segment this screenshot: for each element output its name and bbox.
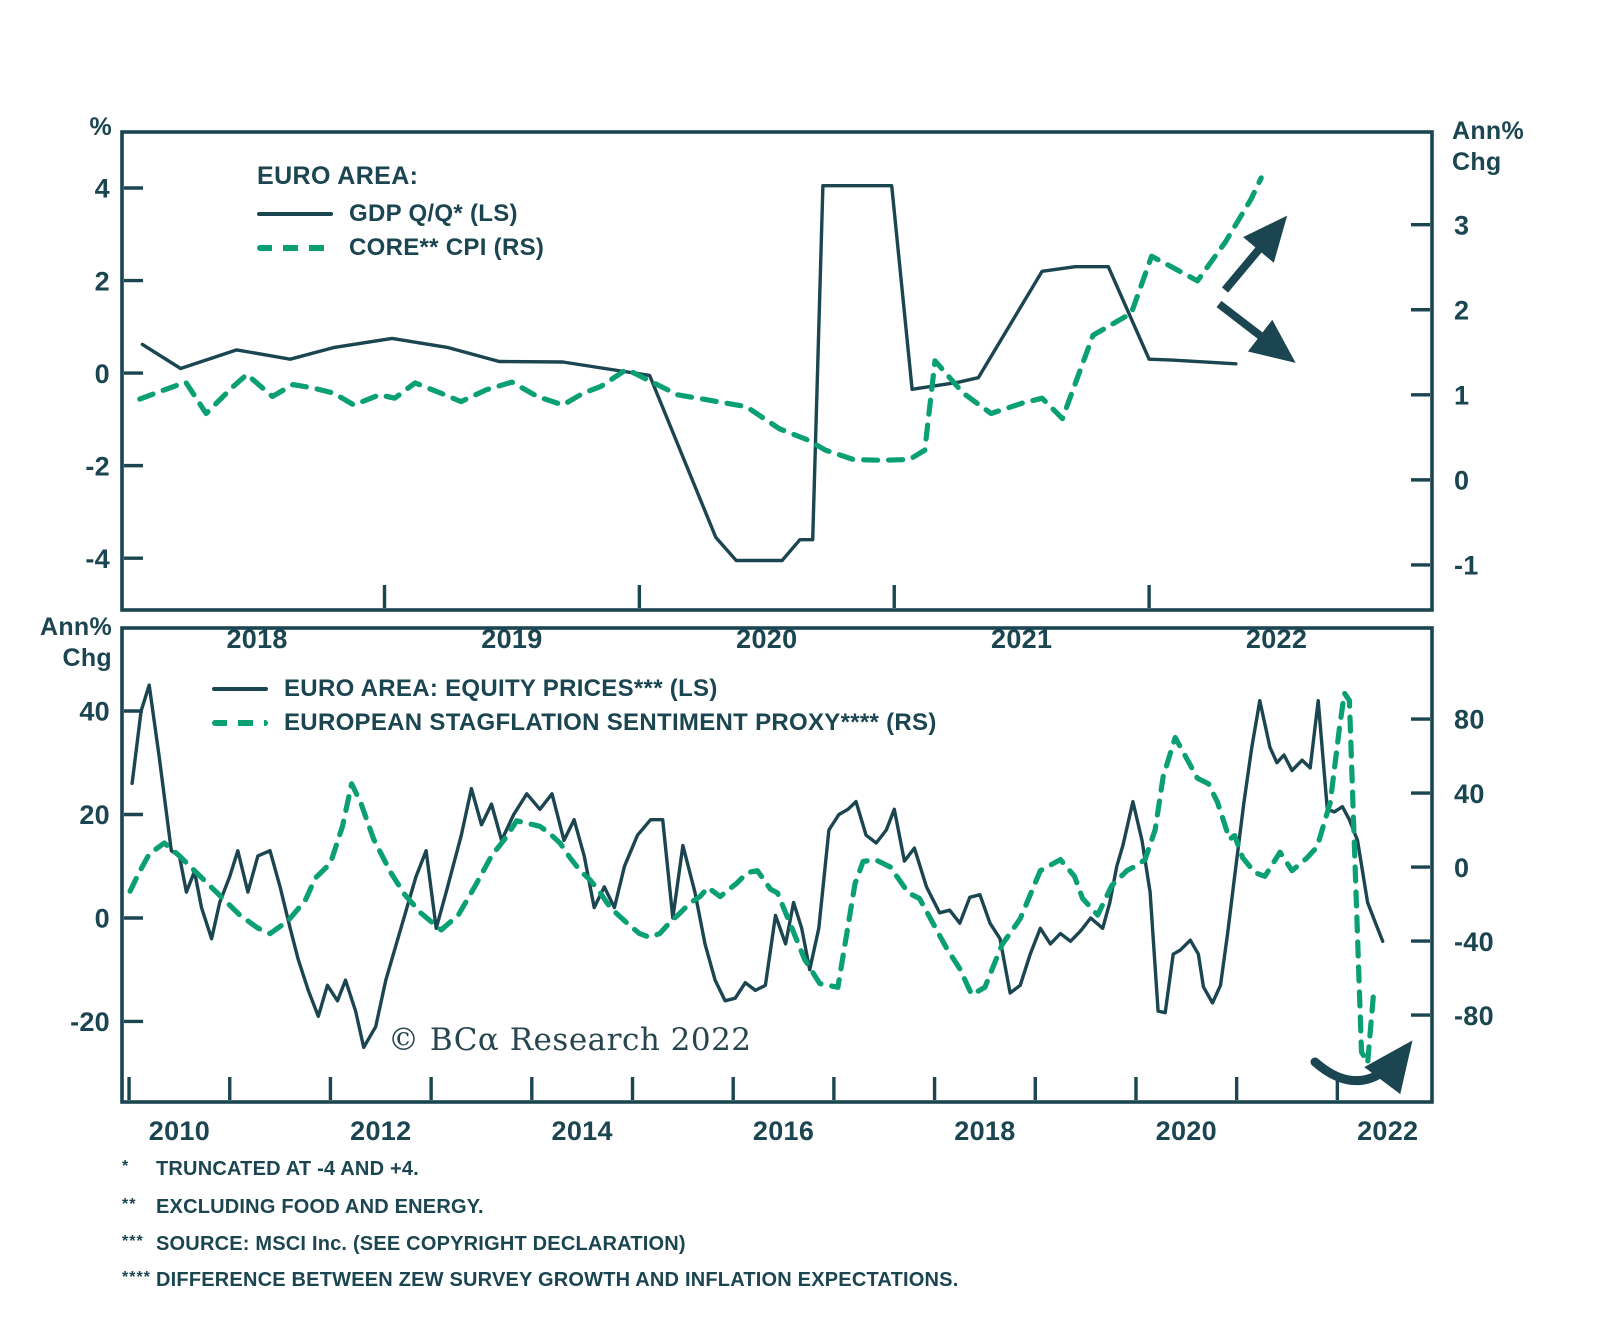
ann-pct-label: Ann% [1452,117,1525,145]
footnote-1-mark: * [122,1158,130,1175]
top-right-axis-unit: Ann% Chg [1452,116,1524,178]
gdp-down-arrow [1216,300,1296,363]
tick-label: 20 [79,800,110,830]
gdp-line [140,183,1238,563]
equity-prices-line [130,683,1385,1050]
ann-pct-label-2: Ann% [39,613,112,641]
proxy-legend-label: EUROPEAN STAGFLATION SENTIMENT PROXY****… [284,709,937,736]
top-legend-title: EURO AREA: [257,162,419,190]
year-label: 2012 [350,1116,411,1146]
tick-label: 0 [1454,466,1469,496]
legend-item-equity: EURO AREA: EQUITY PRICES*** (LS) [212,672,937,706]
bca-research-watermark: © BCα Research 2022 [388,1022,752,1058]
legend-item-cpi: CORE** CPI (RS) [257,231,544,265]
footnote-2: ** EXCLUDING FOOD AND ENERGY. [122,1196,484,1219]
gdp-line-swatch [257,212,333,216]
footnote-3-mark: *** [122,1233,144,1250]
footnote-2-text: EXCLUDING FOOD AND ENERGY. [156,1196,484,1218]
tick-label: 3 [1454,210,1469,240]
legend-item-proxy: EUROPEAN STAGFLATION SENTIMENT PROXY****… [212,706,937,740]
year-label: 2010 [149,1116,210,1146]
year-label: 2018 [954,1116,1015,1146]
tick-label: 0 [95,359,110,389]
footnote-3: *** SOURCE: MSCI Inc. (SEE COPYRIGHT DEC… [122,1233,686,1256]
footnote-1: * TRUNCATED AT -4 AND +4. [122,1158,419,1181]
year-label: 2016 [753,1116,814,1146]
top-left-axis-unit: % [40,112,112,143]
footnote-1-text: TRUNCATED AT -4 AND +4. [156,1158,419,1180]
tick-label: -40 [1454,927,1494,957]
year-label: 2022 [1357,1116,1418,1146]
gdp-legend-label: GDP Q/Q* (LS) [349,200,518,227]
bottom-panel: 40 20 0 -20 80 40 0 -40 -80 2010 2012 2014 2016 2018 2… [70,626,1494,1146]
tick-label: 2 [1454,295,1469,325]
year-label: 2020 [1156,1116,1217,1146]
equity-legend-label: EURO AREA: EQUITY PRICES*** (LS) [284,675,718,702]
tick-label: -20 [70,1007,110,1037]
tick-label: 40 [79,697,110,727]
chg-label-2: Chg [62,644,112,672]
bottom-legend: EURO AREA: EQUITY PRICES*** (LS) EUROPEA… [212,672,937,740]
bottom-panel-frame [120,626,1434,1104]
tick-label: -80 [1454,1001,1494,1031]
tick-label: 1 [1454,381,1469,411]
cpi-legend-label: CORE** CPI (RS) [349,234,545,261]
core-cpi-line [137,175,1264,463]
footnote-4-mark: **** [122,1269,151,1286]
footnote-3-text: SOURCE: MSCI Inc. (SEE COPYRIGHT DECLARA… [156,1233,686,1255]
equity-line-swatch [212,687,268,691]
cpi-line-swatch [257,245,333,251]
tick-label: 80 [1454,705,1485,735]
tick-label: 0 [1454,853,1469,883]
tick-label: 40 [1454,779,1485,809]
tick-label: 0 [95,904,110,934]
rebound-arrow [1310,1040,1413,1095]
tick-label: 2 [95,266,110,296]
chg-label: Chg [1452,148,1502,176]
year-label: 2014 [552,1116,613,1146]
footnote-2-mark: ** [122,1196,137,1213]
percent-unit-label: % [89,113,112,141]
tick-label: -4 [85,544,110,574]
tick-label: 4 [95,174,110,204]
bottom-left-axis-unit: Ann% Chg [20,612,112,674]
top-legend: EURO AREA: GDP Q/Q* (LS) CORE** CPI (RS) [257,162,544,265]
tick-label: -2 [85,451,110,481]
tick-label: -1 [1454,551,1479,581]
proxy-line-swatch [212,720,268,726]
stagflation-proxy-line [127,690,1377,1066]
footnote-4: **** DIFFERENCE BETWEEN ZEW SURVEY GROWT… [122,1269,958,1292]
top-panel-frame [120,130,1434,612]
legend-item-gdp: GDP Q/Q* (LS) [257,197,544,231]
footnote-4-text: DIFFERENCE BETWEEN ZEW SURVEY GROWTH AND… [156,1269,959,1291]
cpi-up-arrow [1221,215,1288,293]
